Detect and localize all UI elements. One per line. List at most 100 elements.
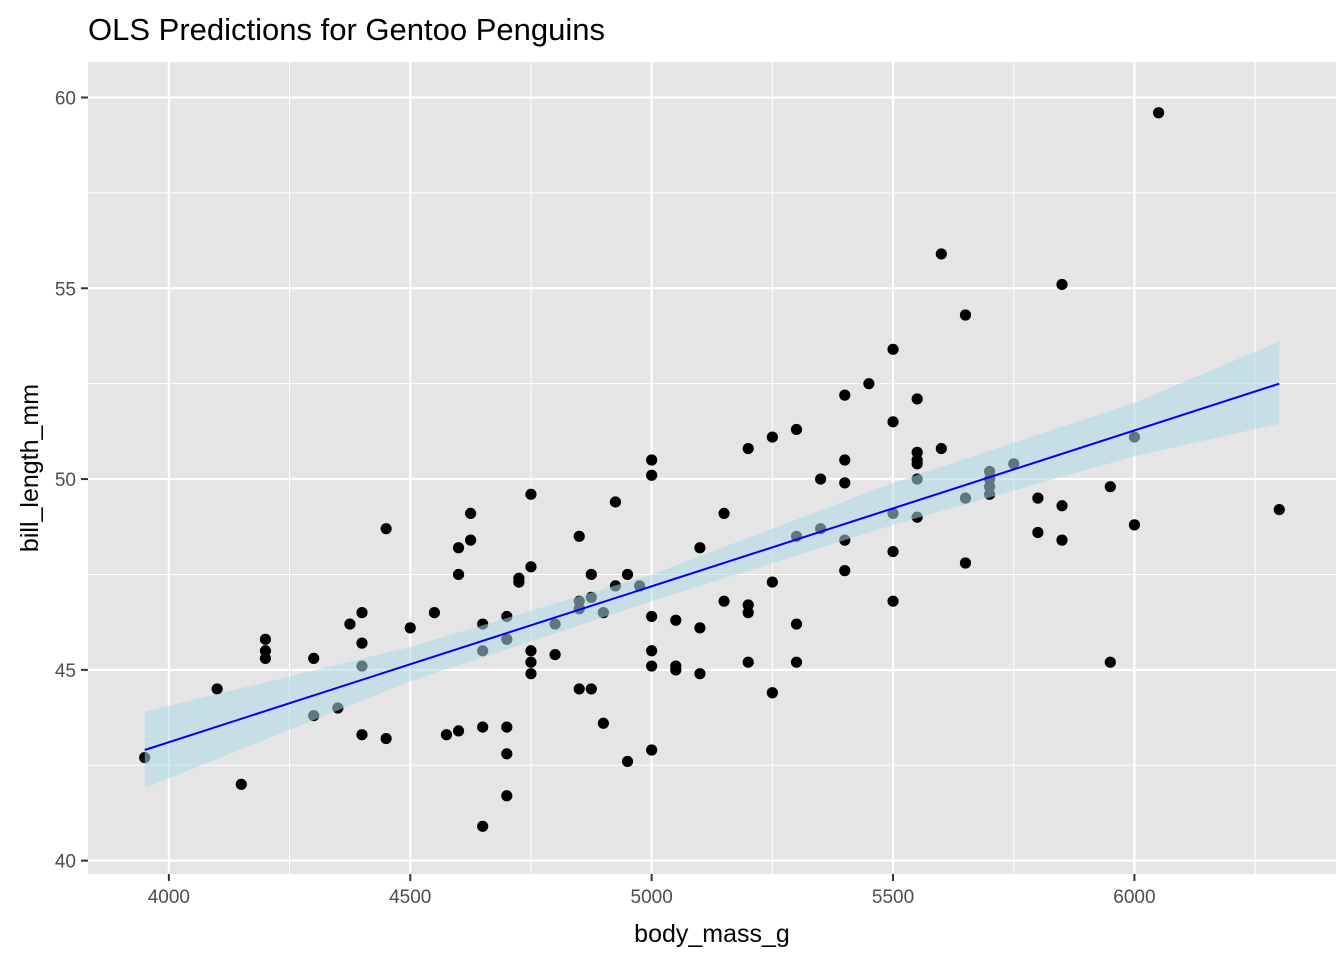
data-point	[694, 668, 706, 680]
data-point	[1032, 526, 1044, 539]
data-point	[356, 729, 368, 741]
data-point	[766, 687, 778, 699]
data-point	[790, 656, 803, 668]
data-point	[609, 496, 622, 508]
data-point	[1056, 500, 1068, 512]
data-point	[597, 717, 609, 729]
data-point	[525, 668, 537, 680]
data-point	[935, 442, 947, 455]
data-point	[513, 576, 525, 588]
data-point	[525, 561, 537, 573]
data-point	[356, 637, 368, 649]
data-point	[670, 614, 682, 626]
ols-fit	[144, 341, 1280, 789]
data-point	[887, 545, 899, 558]
data-point	[573, 530, 585, 542]
data-point	[790, 423, 803, 436]
y-tick-label: 55	[55, 279, 76, 300]
data-point	[670, 664, 682, 676]
data-point	[646, 744, 658, 756]
data-point	[742, 656, 754, 668]
data-point	[465, 534, 477, 546]
data-point	[452, 725, 465, 737]
data-point	[308, 652, 320, 665]
plot-panel	[88, 62, 1336, 874]
data-point	[259, 652, 272, 665]
y-tick-label: 40	[55, 852, 76, 873]
data-point	[344, 618, 356, 630]
data-point	[1104, 656, 1116, 668]
data-point	[452, 568, 465, 581]
data-point	[621, 755, 634, 768]
data-point	[911, 458, 923, 470]
data-point	[549, 648, 561, 661]
confidence-band	[144, 341, 1280, 789]
data-point	[959, 309, 972, 321]
data-point	[742, 442, 754, 455]
data-point	[356, 607, 368, 619]
data-point	[646, 469, 658, 481]
data-point	[573, 683, 585, 695]
data-point	[585, 568, 597, 581]
y-axis-title: bill_length_mm	[16, 384, 44, 552]
data-point	[935, 248, 947, 260]
x-tick-label: 6000	[1113, 887, 1155, 908]
x-axis: 4000 4500 5000 5500 6000	[148, 874, 1156, 908]
y-tick-label: 45	[55, 661, 76, 682]
data-point	[839, 389, 851, 401]
data-point	[452, 542, 465, 554]
data-point	[501, 790, 513, 802]
data-point	[465, 507, 477, 520]
data-point	[694, 622, 706, 634]
data-point	[815, 473, 827, 485]
data-point	[959, 557, 972, 569]
data-point	[863, 378, 875, 390]
data-point	[887, 416, 899, 428]
data-point	[440, 729, 453, 741]
data-point	[477, 820, 489, 832]
data-point	[380, 523, 392, 535]
data-point	[380, 732, 392, 745]
data-point	[790, 618, 803, 630]
data-point	[501, 721, 513, 733]
data-point	[887, 595, 899, 607]
data-point	[211, 683, 223, 695]
data-point	[428, 607, 440, 619]
data-point	[646, 454, 658, 466]
data-point	[646, 610, 658, 623]
data-point	[839, 454, 851, 466]
data-point	[621, 568, 634, 581]
y-axis: 40 45 50 55 60	[55, 88, 88, 873]
data-point	[718, 507, 730, 520]
data-point	[766, 431, 778, 443]
x-axis-title: body_mass_g	[634, 920, 790, 948]
fit-line	[144, 382, 1280, 751]
x-tick-label: 5500	[872, 887, 914, 908]
data-point	[839, 565, 851, 577]
data-point	[839, 477, 851, 489]
data-point	[766, 576, 778, 588]
data-point	[525, 656, 537, 668]
x-tick-label: 4000	[148, 887, 190, 908]
y-tick-label: 50	[55, 470, 76, 491]
data-point	[259, 633, 272, 645]
data-point	[646, 660, 658, 672]
data-point	[1128, 519, 1141, 531]
data-point	[1273, 503, 1285, 516]
data-point	[585, 683, 597, 695]
major-gridlines	[88, 62, 1336, 874]
data-point	[1056, 278, 1068, 291]
data-point	[742, 607, 754, 619]
data-point	[1104, 481, 1116, 493]
data-point	[718, 595, 730, 607]
data-point	[694, 542, 706, 554]
x-tick-label: 4500	[389, 887, 431, 908]
chart-title: OLS Predictions for Gentoo Penguins	[88, 12, 605, 47]
data-point	[1152, 107, 1165, 119]
data-point	[525, 488, 537, 500]
data-point	[477, 721, 489, 733]
data-point	[1056, 534, 1068, 546]
x-tick-label: 5000	[631, 887, 673, 908]
data-point	[525, 645, 537, 657]
